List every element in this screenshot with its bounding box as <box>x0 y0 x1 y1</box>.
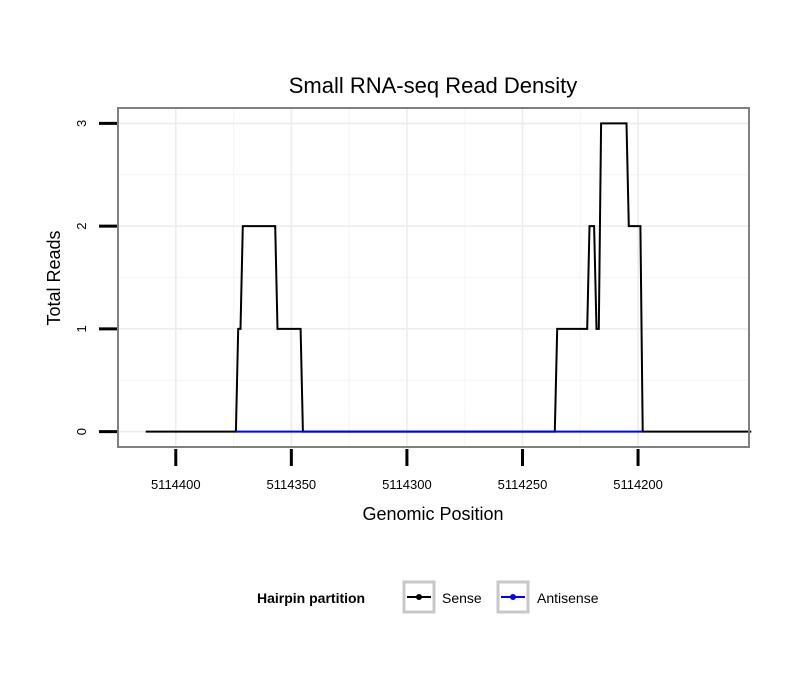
legend-label-sense: Sense <box>442 590 482 606</box>
y-tick-label: 3 <box>74 120 89 127</box>
y-tick-label: 2 <box>74 222 89 229</box>
legend-label-antisense: Antisense <box>537 590 599 606</box>
grid <box>118 108 749 447</box>
y-tick-label: 1 <box>74 325 89 332</box>
series-layer <box>145 122 752 433</box>
x-tick-label: 5114250 <box>498 477 548 492</box>
x-tick-label: 5114200 <box>613 477 663 492</box>
axes: 0 1 2 3 5114400 5114350 5114300 5114250 5114200 <box>74 120 663 492</box>
y-axis-label: Total Reads <box>44 230 64 325</box>
series-line-sense <box>145 122 752 433</box>
x-tick-label: 5114400 <box>151 477 201 492</box>
legend-marker-antisense <box>510 594 516 600</box>
x-tick-label: 5114350 <box>267 477 317 492</box>
legend: Hairpin partition Sense Antisense <box>257 580 599 614</box>
legend-key-antisense <box>496 580 530 614</box>
x-tick-label: 5114300 <box>382 477 432 492</box>
chart-title: Small RNA-seq Read Density <box>289 73 578 98</box>
plot-panel-border <box>117 107 750 448</box>
legend-marker-sense <box>416 594 422 600</box>
legend-title: Hairpin partition <box>257 590 365 606</box>
y-tick-label: 0 <box>74 428 89 435</box>
x-axis-label: Genomic Position <box>362 504 503 524</box>
